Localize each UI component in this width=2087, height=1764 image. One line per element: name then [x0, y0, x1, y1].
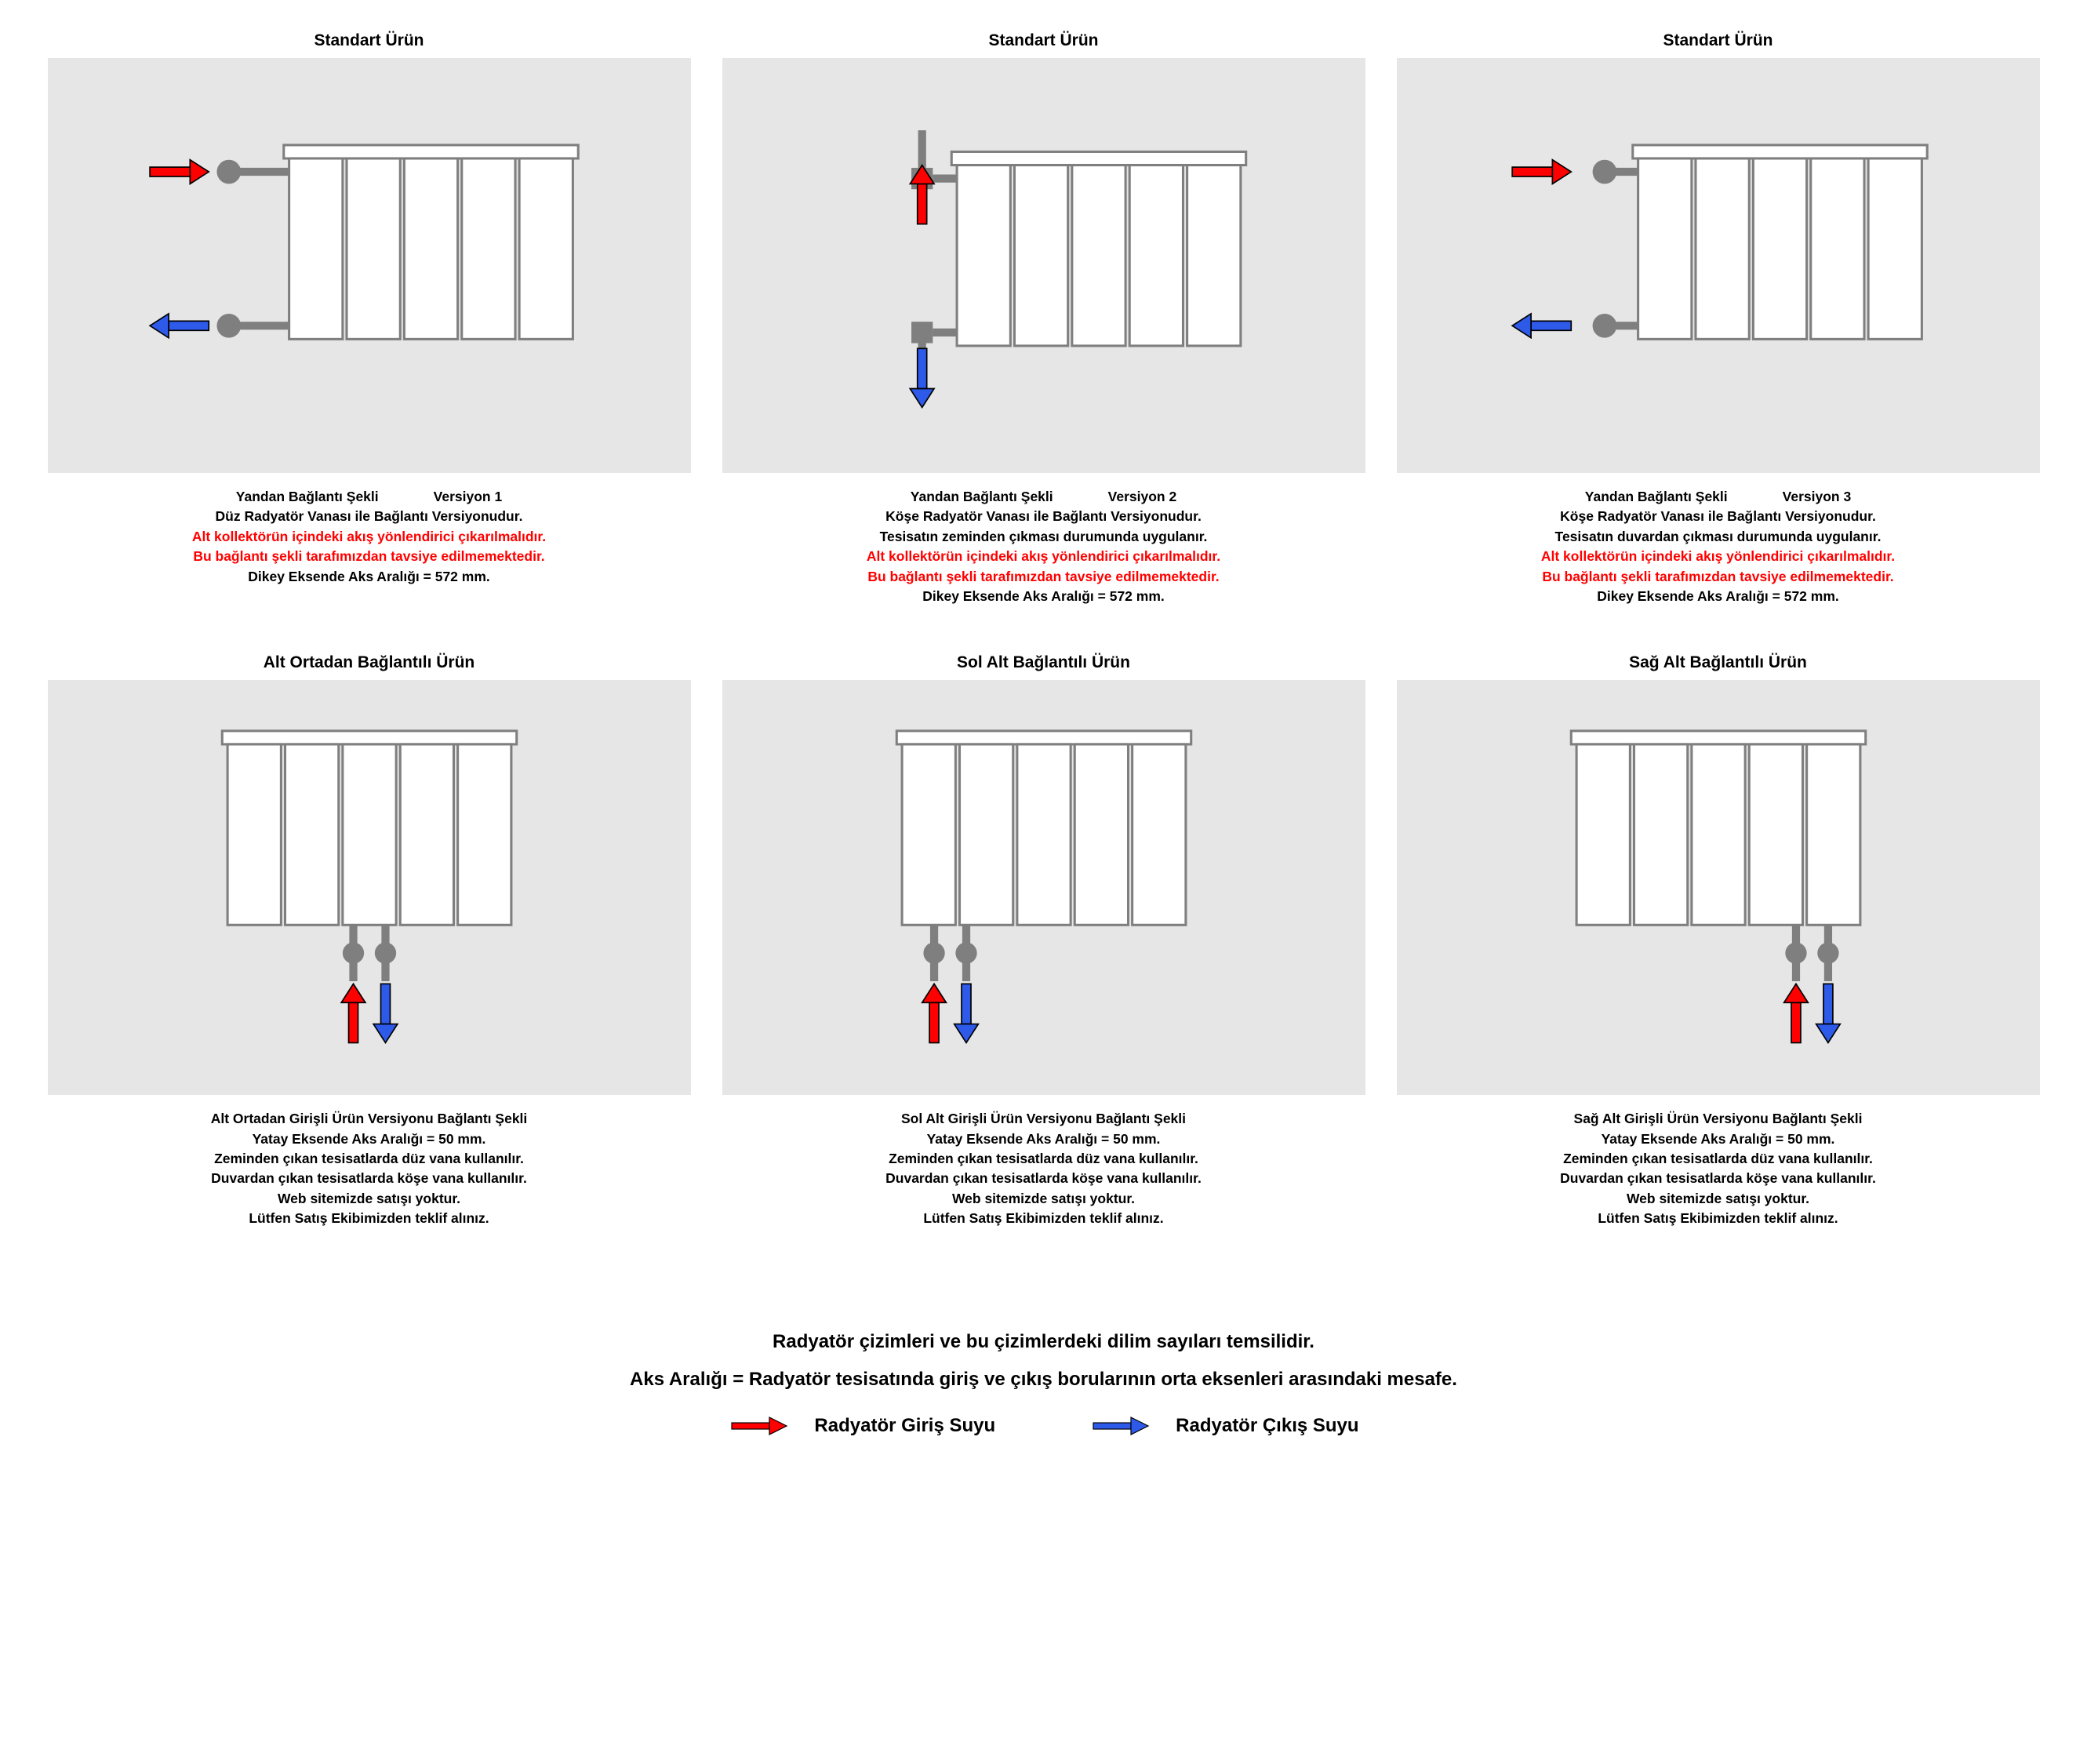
caption-line: Alt kollektörün içindeki akış yönlendiri… [48, 527, 691, 547]
caption-line: Duvardan çıkan tesisatlarda köşe vana ku… [722, 1169, 1365, 1188]
panel: Sol Alt Bağlantılı Ürün Sol Alt Girişli Ü… [722, 653, 1365, 1228]
caption-line: Zeminden çıkan tesisatlarda düz vana kul… [722, 1149, 1365, 1169]
caption-line: Alt Ortadan Girişli Ürün Versiyonu Bağla… [48, 1109, 691, 1129]
panel-title: Standart Ürün [48, 31, 691, 50]
panel: Standart Ürün Yandan Bağlantı Şekli Versiy… [48, 31, 691, 606]
caption-part: Yandan Bağlantı Şekli [1585, 487, 1728, 507]
caption-line: Lütfen Satış Ekibimizden teklif alınız. [48, 1209, 691, 1228]
caption-line: Yatay Eksende Aks Aralığı = 50 mm. [1397, 1129, 2040, 1149]
panel-title: Standart Ürün [722, 31, 1365, 50]
caption-line: Dikey Eksende Aks Aralığı = 572 mm. [722, 587, 1365, 606]
caption-line: Duvardan çıkan tesisatlarda köşe vana ku… [48, 1169, 691, 1188]
caption-line: Bu bağlantı şekli tarafımızdan tavsiye e… [722, 567, 1365, 587]
caption-line: Köşe Radyatör Vanası ile Bağlantı Versiy… [1397, 507, 2040, 526]
caption-line: Web sitemizde satışı yoktur. [1397, 1189, 2040, 1209]
diagram-box [48, 680, 691, 1095]
caption-line: Yandan Bağlantı Şekli Versiyon 1 [48, 487, 691, 507]
arrow-right-red-icon [728, 1414, 791, 1438]
caption-line: Yandan Bağlantı Şekli Versiyon 3 [1397, 487, 2040, 507]
diagram-grid: Standart Ürün Yandan Bağlantı Şekli Versiy… [48, 31, 2040, 1229]
diagram-box [1397, 58, 2040, 473]
caption-line: Köşe Radyatör Vanası ile Bağlantı Versiy… [722, 507, 1365, 526]
caption-line: Yatay Eksende Aks Aralığı = 50 mm. [48, 1129, 691, 1149]
caption-line: Bu bağlantı şekli tarafımızdan tavsiye e… [48, 547, 691, 566]
caption-part: Yandan Bağlantı Şekli [236, 487, 379, 507]
caption-line: Lütfen Satış Ekibimizden teklif alınız. [722, 1209, 1365, 1228]
legend-outlet: Radyatör Çıkış Suyu [1089, 1414, 1358, 1438]
panel-title: Alt Ortadan Bağlantılı Ürün [48, 653, 691, 672]
caption-line: Web sitemizde satışı yoktur. [48, 1189, 691, 1209]
legend: Radyatör Giriş Suyu Radyatör Çıkış Suyu [260, 1414, 1828, 1438]
caption-line: Dikey Eksende Aks Aralığı = 572 mm. [48, 567, 691, 587]
caption-part: Versiyon 1 [434, 487, 503, 507]
diagram-box [722, 58, 1365, 473]
caption-line: Duvardan çıkan tesisatlarda köşe vana ku… [1397, 1169, 2040, 1188]
caption-line: Zeminden çıkan tesisatlarda düz vana kul… [1397, 1149, 2040, 1169]
caption-line: Tesisatın duvardan çıkması durumunda uyg… [1397, 527, 2040, 547]
caption-part: Versiyon 3 [1783, 487, 1852, 507]
panel-title: Standart Ürün [1397, 31, 2040, 50]
diagram-box [48, 58, 691, 473]
legend-outlet-label: Radyatör Çıkış Suyu [1176, 1415, 1358, 1437]
caption-line: Web sitemizde satışı yoktur. [722, 1189, 1365, 1209]
caption-line: Sol Alt Girişli Ürün Versiyonu Bağlantı … [722, 1109, 1365, 1129]
panel-title: Sol Alt Bağlantılı Ürün [722, 653, 1365, 672]
panel-title: Sağ Alt Bağlantılı Ürün [1397, 653, 2040, 672]
legend-inlet: Radyatör Giriş Suyu [728, 1414, 995, 1438]
footer: Radyatör çizimleri ve bu çizimlerdeki di… [260, 1323, 1828, 1438]
caption-line: Dikey Eksende Aks Aralığı = 572 mm. [1397, 587, 2040, 606]
caption-line: Alt kollektörün içindeki akış yönlendiri… [722, 547, 1365, 566]
diagram-box [722, 680, 1365, 1095]
caption-part: Versiyon 2 [1108, 487, 1177, 507]
caption-line: Düz Radyatör Vanası ile Bağlantı Versiyo… [48, 507, 691, 526]
caption-line: Zeminden çıkan tesisatlarda düz vana kul… [48, 1149, 691, 1169]
panel: Sağ Alt Bağlantılı Ürün Sağ Alt Girişli Ü… [1397, 653, 2040, 1228]
caption-line: Yandan Bağlantı Şekli Versiyon 2 [722, 487, 1365, 507]
panel: Standart Ürün Yandan Bağlantı Şekli Versiy… [1397, 31, 2040, 606]
panel: Standart Ürün Yandan Bağlantı Şekli Versiy… [722, 31, 1365, 606]
caption-line: Bu bağlantı şekli tarafımızdan tavsiye e… [1397, 567, 2040, 587]
caption-line: Alt kollektörün içindeki akış yönlendiri… [1397, 547, 2040, 566]
caption-part: Yandan Bağlantı Şekli [911, 487, 1053, 507]
arrow-right-blue-icon [1089, 1414, 1152, 1438]
caption-line: Lütfen Satış Ekibimizden teklif alınız. [1397, 1209, 2040, 1228]
panel: Alt Ortadan Bağlantılı Ürün Alt Ortadan G… [48, 653, 691, 1228]
caption-line: Yatay Eksende Aks Aralığı = 50 mm. [722, 1129, 1365, 1149]
diagram-box [1397, 680, 2040, 1095]
footer-line-2: Aks Aralığı = Radyatör tesisatında giriş… [260, 1361, 1828, 1398]
footer-line-1: Radyatör çizimleri ve bu çizimlerdeki di… [260, 1323, 1828, 1361]
legend-inlet-label: Radyatör Giriş Suyu [814, 1415, 995, 1437]
caption-line: Tesisatın zeminden çıkması durumunda uyg… [722, 527, 1365, 547]
caption-line: Sağ Alt Girişli Ürün Versiyonu Bağlantı … [1397, 1109, 2040, 1129]
